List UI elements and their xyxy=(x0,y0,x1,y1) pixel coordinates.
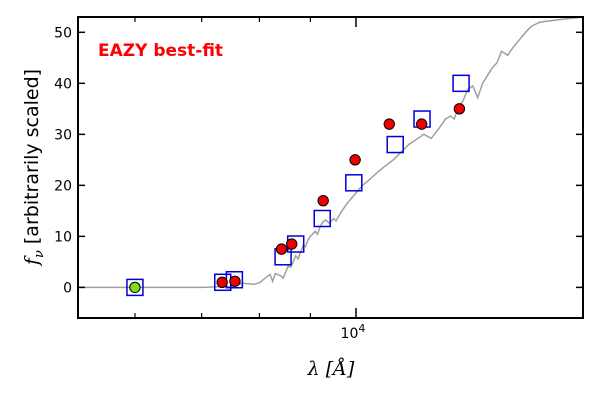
template-spectrum-line xyxy=(78,16,584,289)
model-flux-square xyxy=(386,135,404,154)
observed-flux-point xyxy=(229,275,241,287)
observed-flux-point xyxy=(453,103,466,115)
model-flux-square xyxy=(313,209,331,228)
highlight-point xyxy=(129,281,141,294)
axis-ticks: 0 10 20 30 40 50 104 xyxy=(54,17,583,342)
plot-area xyxy=(78,16,584,297)
observed-flux-point xyxy=(383,118,395,130)
y-tick-label: 20 xyxy=(54,178,72,194)
observed-flux-point xyxy=(415,118,428,130)
model-flux-square xyxy=(126,278,144,297)
y-tick-label: 50 xyxy=(54,25,72,41)
y-tick-label: 0 xyxy=(63,280,72,296)
y-axis-label: fν [arbitrarily scaled] xyxy=(21,69,47,267)
x-tick-label: 104 xyxy=(341,322,366,342)
y-tick-label: 10 xyxy=(54,229,72,245)
observed-flux-point xyxy=(275,243,288,255)
observed-flux-point xyxy=(317,194,329,207)
model-flux-square xyxy=(345,174,363,192)
x-axis-label: λ [Å] xyxy=(307,358,355,380)
y-tick-label: 30 xyxy=(54,127,72,143)
observed-flux-point xyxy=(349,154,361,166)
annotation-label: EAZY best-fit xyxy=(98,41,223,61)
observed-flux-point xyxy=(286,238,298,250)
y-tick-label: 40 xyxy=(54,76,72,92)
model-flux-square xyxy=(452,74,470,93)
observed-flux-point xyxy=(216,276,228,288)
axes-frame xyxy=(77,16,584,319)
